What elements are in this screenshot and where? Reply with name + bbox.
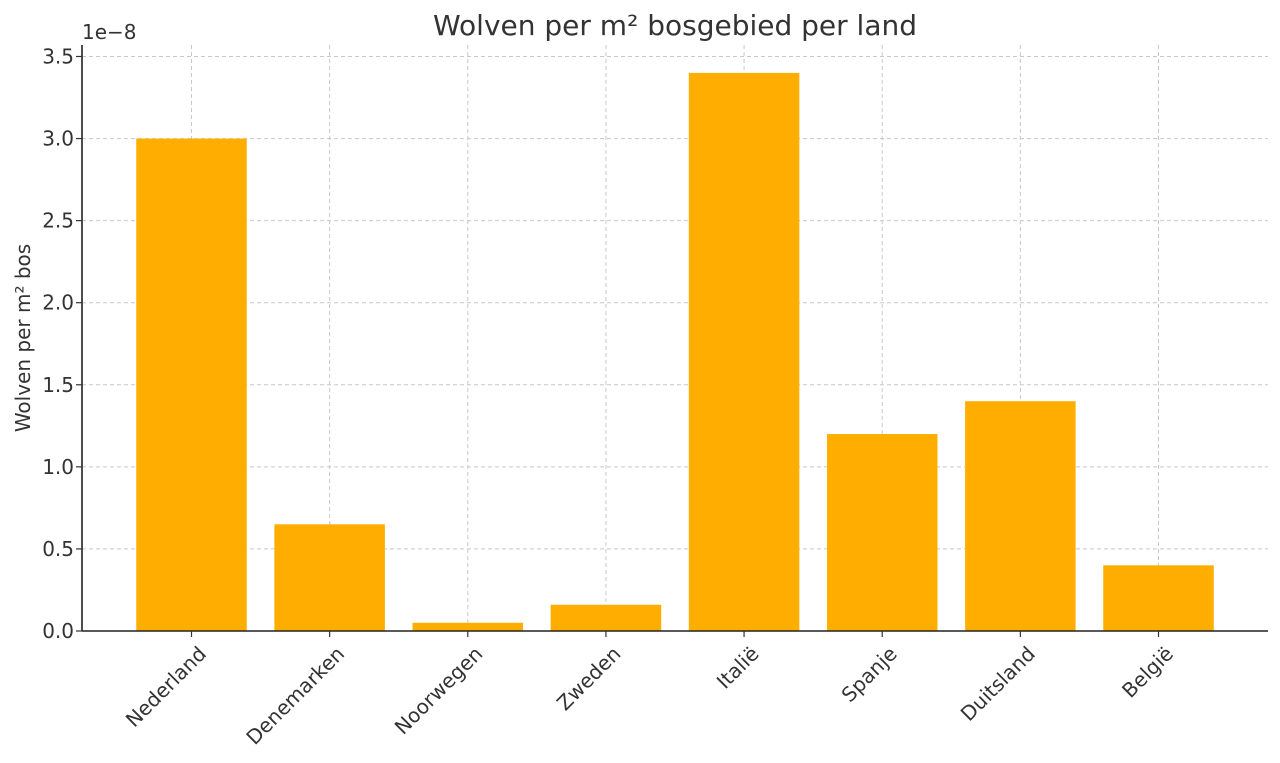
y-axis-offset-label: 1e−8 <box>82 20 137 44</box>
bar <box>136 138 247 631</box>
y-tick-label: 3.5 <box>42 44 74 68</box>
bar <box>826 434 938 631</box>
y-tick-label: 1.0 <box>42 455 74 479</box>
bars <box>136 72 1214 631</box>
bar <box>274 524 385 631</box>
x-tick-label: Italië <box>712 642 764 694</box>
x-tick-label: België <box>1117 642 1178 703</box>
x-ticks: Nederland Denemarken Noorwegen Zweden Italië… <box>121 631 1178 749</box>
y-tick-label: 0.0 <box>42 619 74 643</box>
y-tick-label: 0.5 <box>42 537 74 561</box>
y-tick-label: 2.5 <box>42 209 74 233</box>
x-tick-label: Noorwegen <box>390 642 488 740</box>
y-ticks: 0.0 0.5 1.0 1.5 2.0 2.5 3.0 3.5 <box>42 44 82 643</box>
x-tick-label: Nederland <box>121 642 211 732</box>
y-axis-label: Wolven per m² bos <box>11 244 35 432</box>
axes <box>81 45 1268 632</box>
x-tick-label: Zweden <box>552 642 626 716</box>
x-tick-label: Spanje <box>837 642 902 707</box>
bar <box>550 604 662 631</box>
bar <box>688 72 800 631</box>
x-tick-label: Denemarken <box>241 642 349 750</box>
y-tick-label: 3.0 <box>42 127 74 151</box>
bar <box>965 401 1076 631</box>
y-tick-label: 1.5 <box>42 373 74 397</box>
grid <box>82 45 1268 632</box>
bar <box>412 622 524 631</box>
bar <box>1103 565 1214 631</box>
y-tick-label: 2.0 <box>42 291 74 315</box>
x-tick-label: Duitsland <box>956 642 1040 726</box>
chart-title: Wolven per m² bosgebied per land <box>433 9 917 42</box>
